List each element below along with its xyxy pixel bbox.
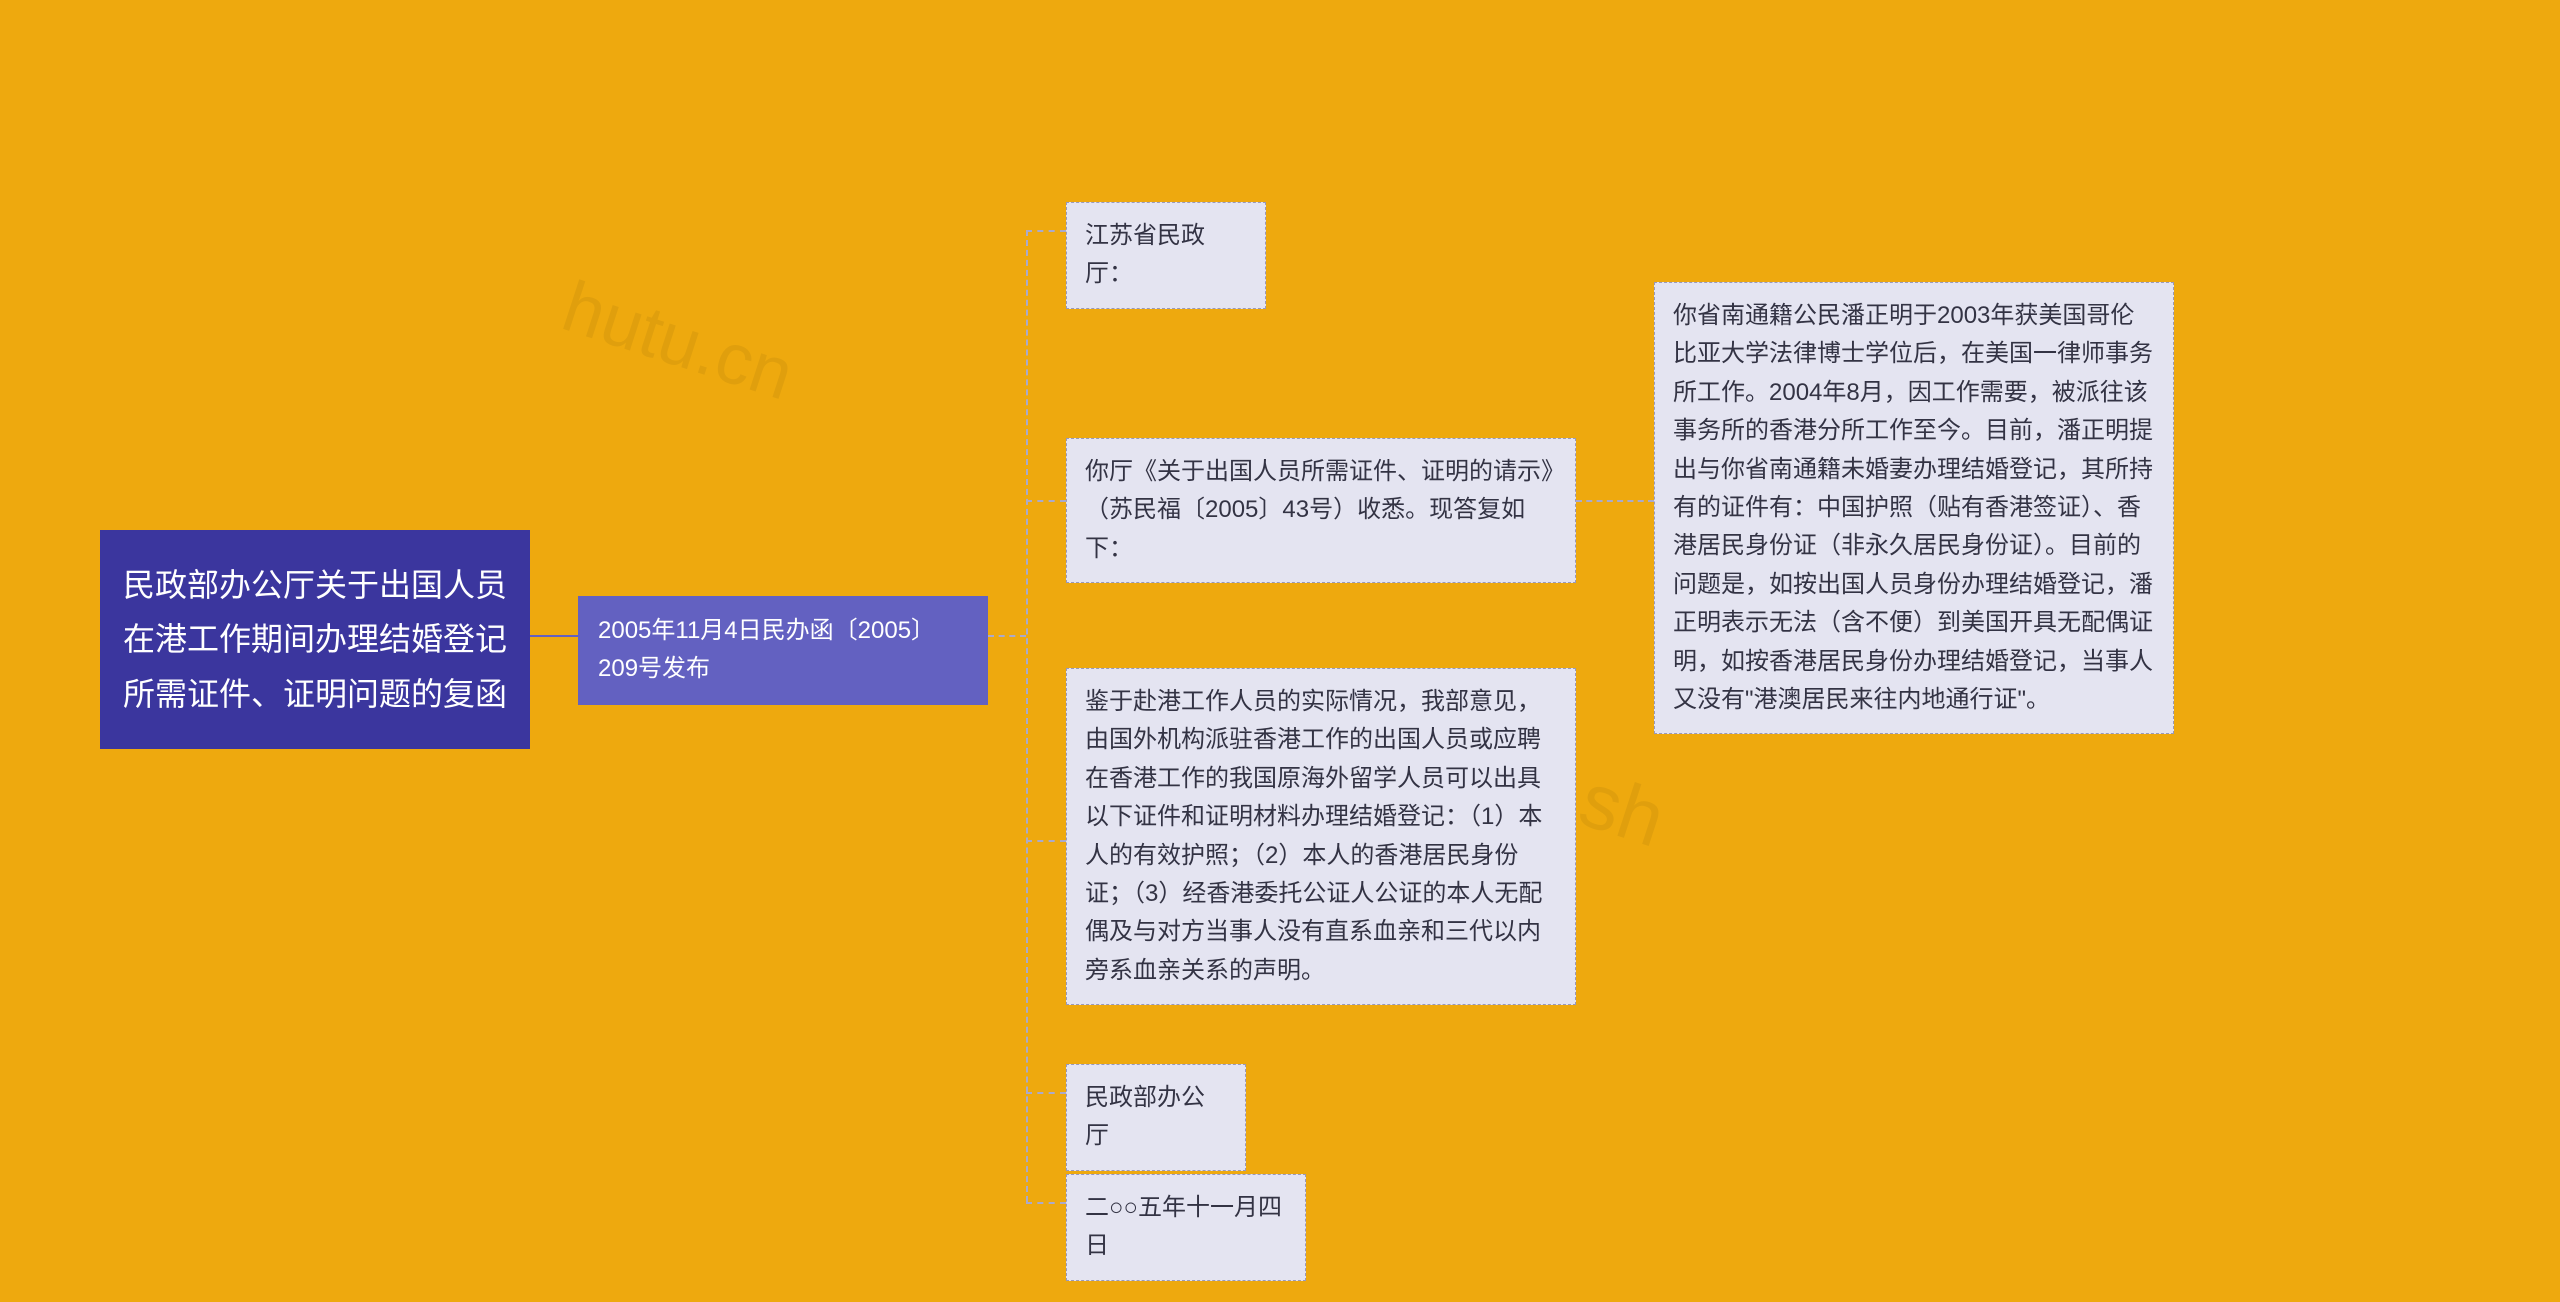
mindmap-child-node[interactable]: 鉴于赴港工作人员的实际情况，我部意见，由国外机构派驻香港工作的出国人员或应聘在香… <box>1066 668 1576 1005</box>
mindmap-child-node[interactable]: 二○○五年十一月四日 <box>1066 1174 1306 1281</box>
connector-line <box>1026 1202 1066 1204</box>
mindmap-child-node[interactable]: 江苏省民政厅： <box>1066 202 1266 309</box>
mindmap-leaf-node[interactable]: 你省南通籍公民潘正明于2003年获美国哥伦比亚大学法律博士学位后，在美国一律师事… <box>1654 282 2174 734</box>
connector-line <box>1576 500 1654 502</box>
watermark-text: hutu.cn <box>553 266 803 417</box>
connector-line <box>1026 500 1066 502</box>
connector-line <box>530 635 578 637</box>
connector-line <box>1026 230 1066 232</box>
connector-line <box>1026 1092 1066 1094</box>
mindmap-child-node[interactable]: 民政部办公厅 <box>1066 1064 1246 1171</box>
connector-line <box>1026 230 1028 1202</box>
mindmap-child-node[interactable]: 你厅《关于出国人员所需证件、证明的请示》（苏民福〔2005〕43号）收悉。现答复… <box>1066 438 1576 583</box>
mindmap-level1-node[interactable]: 2005年11月4日民办函〔2005〕209号发布 <box>578 596 988 705</box>
connector-line <box>1026 840 1066 842</box>
mindmap-root-node[interactable]: 民政部办公厅关于出国人员在港工作期间办理结婚登记所需证件、证明问题的复函 <box>100 530 530 749</box>
connector-line <box>988 635 1026 637</box>
